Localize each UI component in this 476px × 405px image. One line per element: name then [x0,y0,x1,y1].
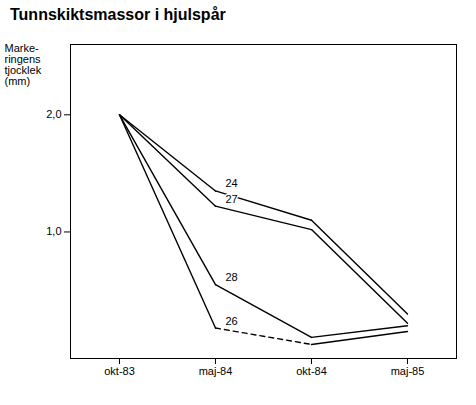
svg-text:27: 27 [226,193,238,205]
html-text:Tunnskiktsmassor i hjulspår: Tunnskiktsmassor i hjulspår [10,6,226,23]
svg-text:2,0: 2,0 [46,108,61,120]
svg-text:28: 28 [226,271,238,283]
svg-text:maj-85: maj-85 [391,365,425,377]
svg-text:okt-83: okt-83 [104,365,135,377]
svg-text:Marke-ringenstjocklek(mm): Marke-ringenstjocklek(mm) [5,42,42,87]
svg-text:26: 26 [226,315,238,327]
svg-text:okt-84: okt-84 [296,365,327,377]
svg-text:maj-84: maj-84 [199,365,233,377]
svg-text:24: 24 [226,177,238,189]
svg-text:1,0: 1,0 [46,225,61,237]
